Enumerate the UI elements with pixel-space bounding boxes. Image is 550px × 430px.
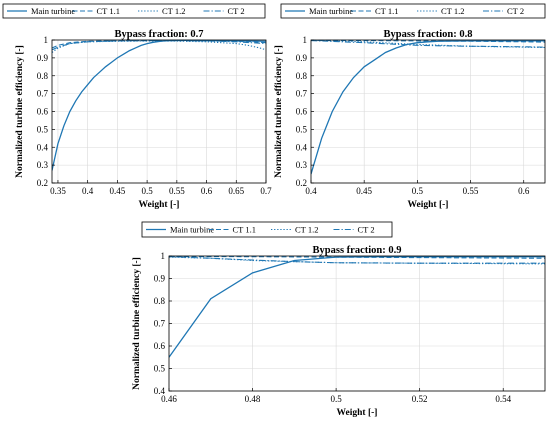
y-tick-label: 0.9 <box>37 53 49 63</box>
legend-entry: Main turbine <box>31 6 75 16</box>
y-tick-label: 0.4 <box>154 386 166 396</box>
chart-title: Bypass fraction: 0.7 <box>115 29 204 40</box>
x-tick-label: 0.45 <box>110 186 126 196</box>
y-tick-label: 1 <box>303 35 308 45</box>
legend-entry: CT 1.2 <box>295 225 318 235</box>
series-line-ct-1-2 <box>52 40 266 53</box>
y-tick-label: 0.2 <box>37 178 48 188</box>
y-tick-label: 0.6 <box>296 107 308 117</box>
y-tick-label: 1 <box>161 251 166 261</box>
x-tick-label: 0.52 <box>412 394 428 404</box>
y-tick-label: 0.8 <box>37 71 49 81</box>
x-tick-label: 0.54 <box>495 394 511 404</box>
x-tick-label: 0.46 <box>161 394 177 404</box>
y-axis-label: Normalized turbine efficiency [-] <box>15 45 25 178</box>
y-tick-label: 0.5 <box>37 124 49 134</box>
y-axis-label: Normalized turbine efficiency [-] <box>274 45 284 178</box>
legend-entry: CT 2 <box>358 225 375 235</box>
subplot-2: 0.4 0.45 0.5 0.55 0.6 0.2 0.3 0.4 0.5 0.6 0.7 0.8 0.… <box>274 3 546 210</box>
legend-entry: CT 1.2 <box>441 6 464 16</box>
y-tick-label: 0.5 <box>296 124 308 134</box>
chart-title: Bypass fraction: 0.9 <box>313 245 402 256</box>
x-tick-label: 0.7 <box>260 186 272 196</box>
y-tick-label: 0.4 <box>296 142 308 152</box>
y-tick-label: 0.2 <box>296 178 307 188</box>
y-tick-label: 0.6 <box>37 107 49 117</box>
series-line-ct-2 <box>52 39 266 51</box>
legend: Main turbine CT 1.1 CT 1.2 CT 2 <box>280 3 546 19</box>
legend-entry: CT 1.1 <box>233 225 256 235</box>
legend: Main turbine CT 1.1 CT 1.2 CT 2 <box>2 3 266 19</box>
legend-entry: Main turbine <box>170 225 214 235</box>
x-tick-label: 0.55 <box>169 186 185 196</box>
x-tick-label: 0.5 <box>330 394 342 404</box>
x-tick-label: 0.55 <box>463 186 479 196</box>
x-tick-label: 0.4 <box>82 186 94 196</box>
x-tick-label: 0.48 <box>245 394 261 404</box>
series-line-ct-1-1 <box>52 40 266 49</box>
y-tick-label: 0.8 <box>296 71 308 81</box>
legend-entry: CT 2 <box>507 6 524 16</box>
y-tick-label: 0.5 <box>154 364 166 374</box>
x-axis-label: Weight [-] <box>139 200 180 210</box>
y-tick-label: 0.7 <box>154 319 166 329</box>
legend-box <box>141 221 393 238</box>
x-tick-label: 0.45 <box>356 186 372 196</box>
legend-entry: CT 2 <box>228 6 245 16</box>
y-tick-label: 1 <box>44 35 49 45</box>
x-tick-label: 0.65 <box>228 186 244 196</box>
y-tick-label: 0.7 <box>37 89 49 99</box>
legend-entry: Main turbine <box>309 6 353 16</box>
legend-entry: CT 1.2 <box>162 6 185 16</box>
x-axis-label: Weight [-] <box>337 408 378 418</box>
x-tick-label: 0.5 <box>412 186 424 196</box>
legend: Main turbine CT 1.1 CT 1.2 CT 2 <box>141 221 393 238</box>
y-tick-label: 0.8 <box>154 296 166 306</box>
series-line-ct-2 <box>169 256 545 264</box>
legend-box <box>280 3 546 19</box>
y-tick-label: 0.3 <box>296 160 308 170</box>
series-line-ct-2 <box>311 39 545 48</box>
x-tick-label: 0.4 <box>305 186 317 196</box>
chart-title: Bypass fraction: 0.8 <box>384 29 473 40</box>
y-tick-label: 0.7 <box>296 89 308 99</box>
series-line-ct-1-1 <box>169 255 545 259</box>
legend-box <box>2 3 266 19</box>
x-tick-label: 0.6 <box>518 186 530 196</box>
subplot-3: 0.46 0.48 0.5 0.52 0.54 0.4 0.5 0.6 0.7 0.8 0.9 1 By… <box>132 221 546 418</box>
y-tick-label: 0.6 <box>154 341 166 351</box>
y-axis-label: Normalized turbine efficiency [-] <box>132 257 142 390</box>
series-line-ct-1-2 <box>311 39 545 49</box>
subplot-1: 0.35 0.4 0.45 0.5 0.55 0.6 0.65 0.7 0.2 0.3 0.4 0.5… <box>2 3 272 210</box>
x-tick-label: 0.35 <box>50 186 66 196</box>
y-tick-label: 0.9 <box>154 274 166 284</box>
legend-entry: CT 1.1 <box>375 6 398 16</box>
x-tick-label: 0.5 <box>141 186 153 196</box>
y-tick-label: 0.3 <box>37 160 49 170</box>
y-tick-label: 0.9 <box>296 53 308 63</box>
legend-entry: CT 1.1 <box>97 6 120 16</box>
x-tick-label: 0.6 <box>201 186 213 196</box>
y-tick-label: 0.4 <box>37 142 49 152</box>
x-axis-label: Weight [-] <box>408 200 449 210</box>
